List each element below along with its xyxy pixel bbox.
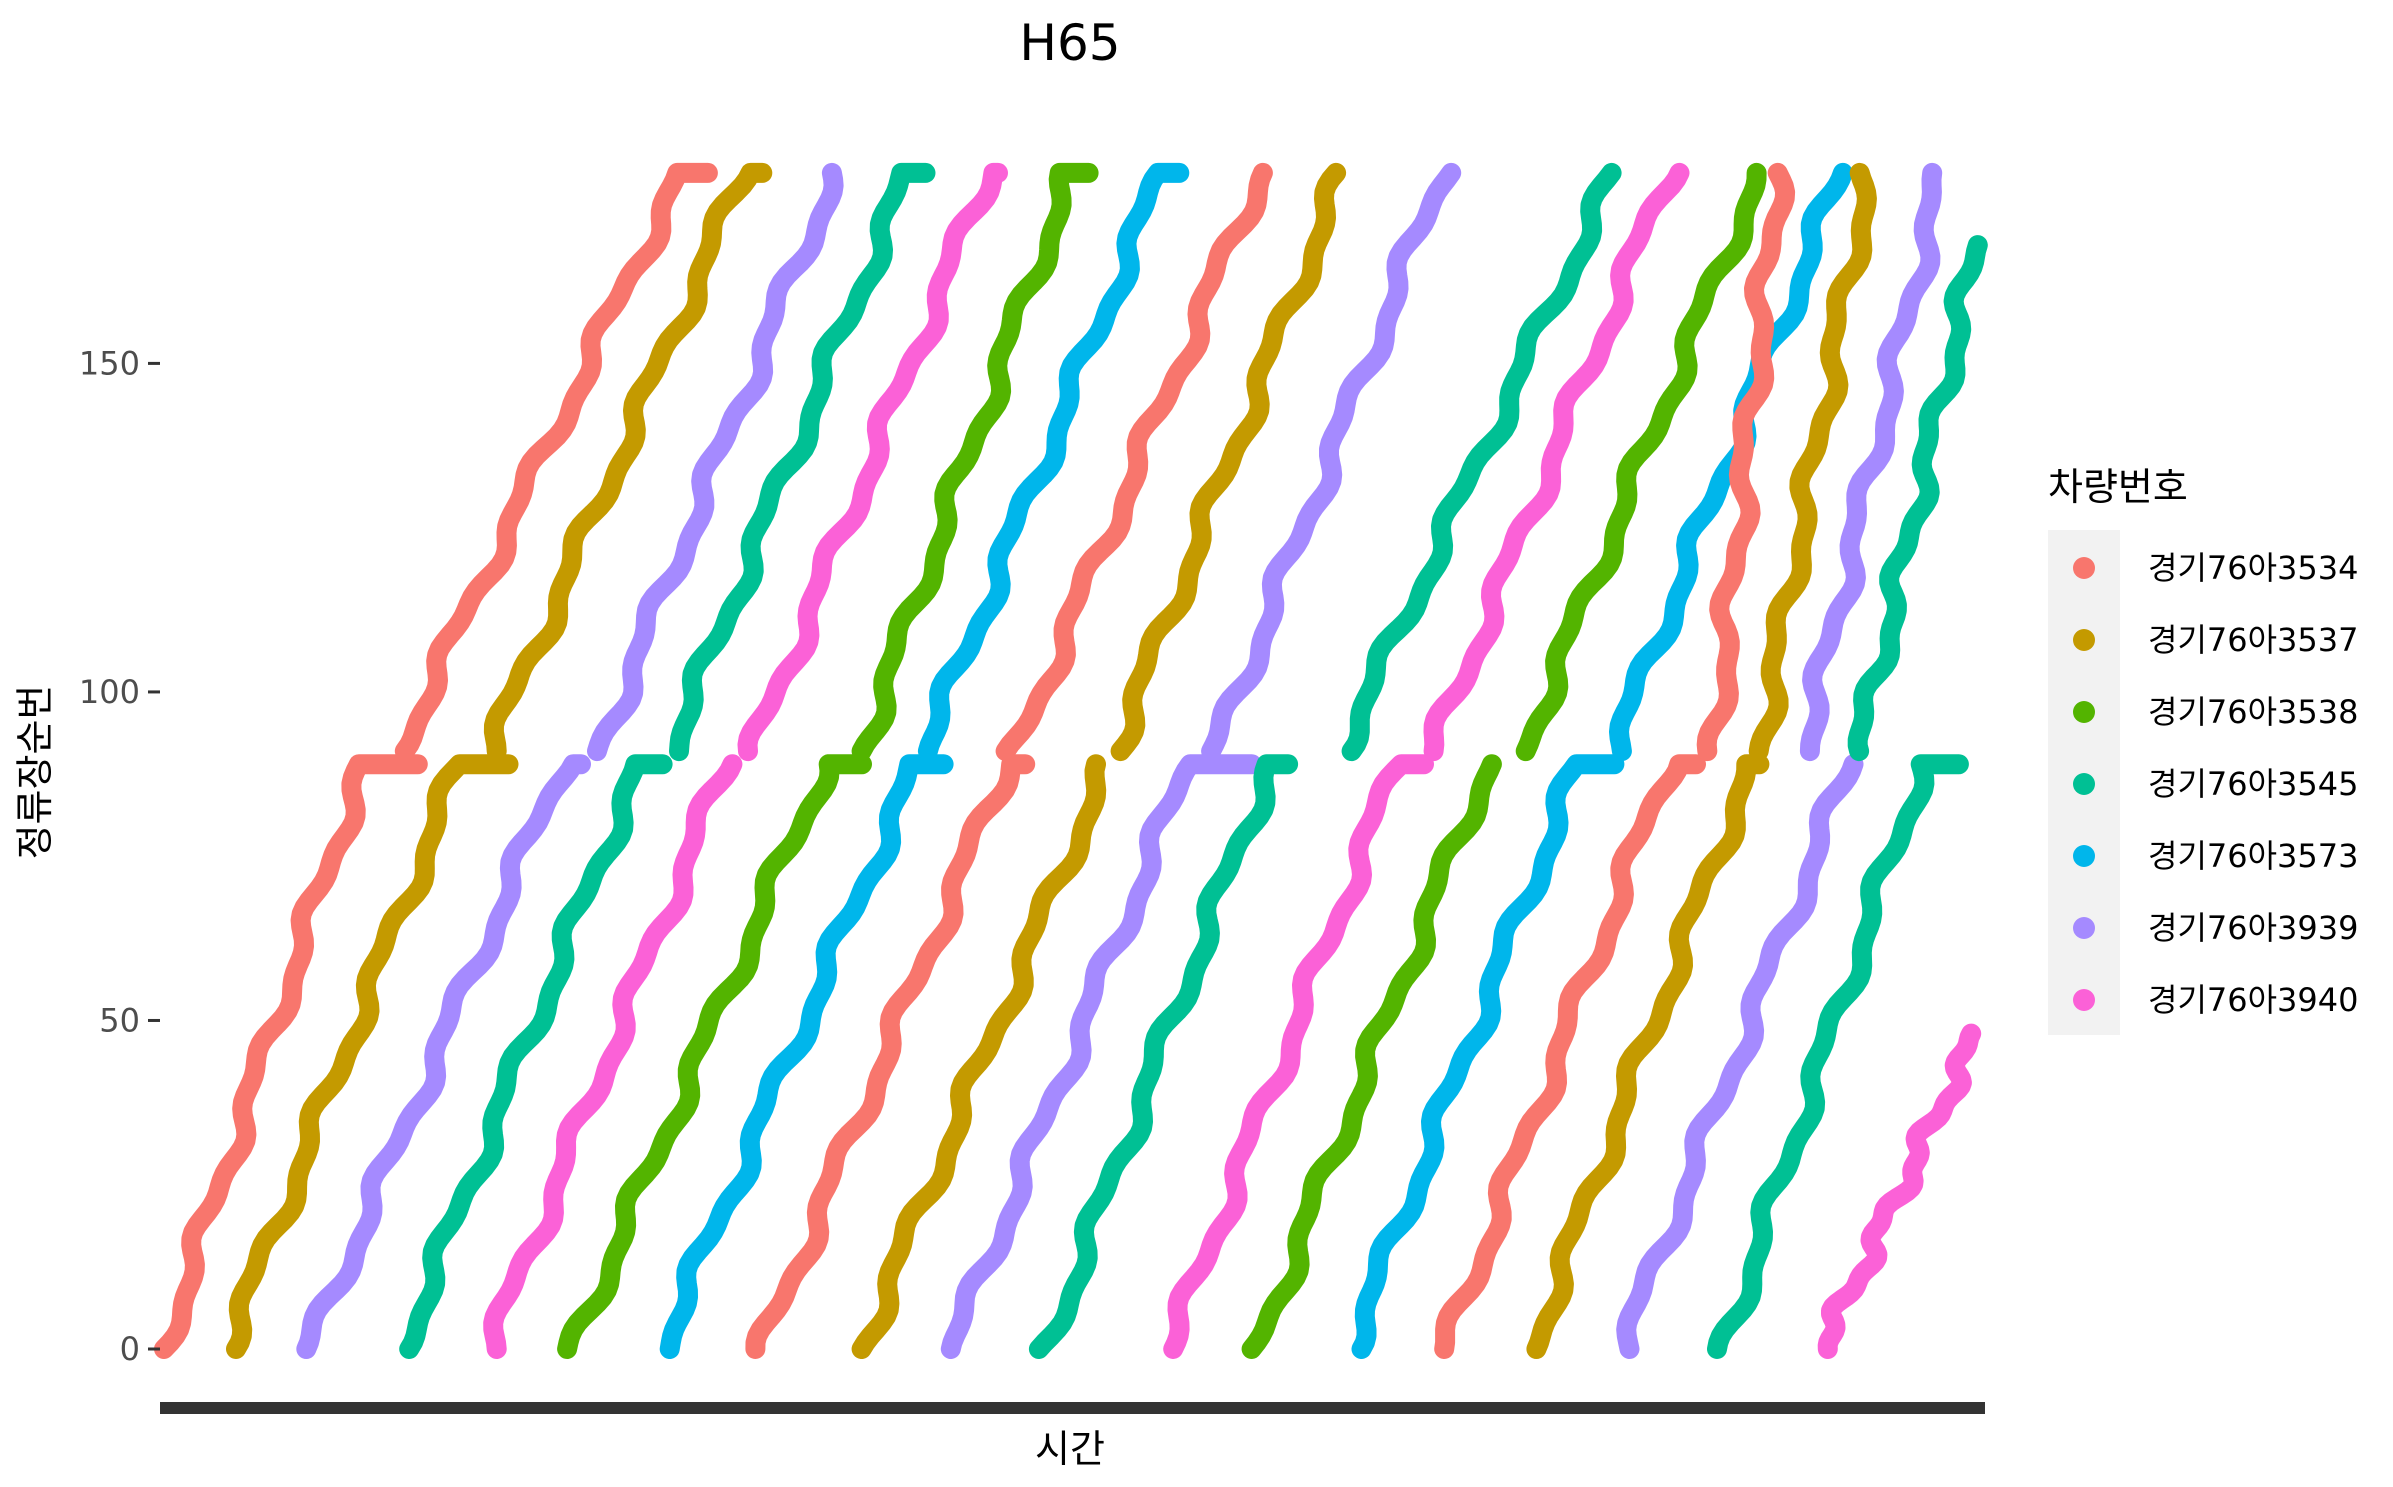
- legend: 차량번호 경기76아3534 경기76아3537 경기76아3538 경기76아354…: [2048, 465, 2358, 1035]
- y-tick-label: 100: [79, 673, 140, 711]
- legend-label: 경기76아3545: [2148, 765, 2358, 803]
- series-trip-line: [154, 754, 428, 1359]
- series-trip-line: [851, 754, 1107, 1359]
- series-trip-line: [394, 162, 718, 762]
- series-trip-line: [917, 162, 1190, 762]
- series-trip-line: [1817, 1023, 1982, 1359]
- series-trip-line: [1241, 754, 1502, 1359]
- legend-label: 경기76아3939: [2148, 909, 2358, 947]
- legend-label: 경기76아3940: [2148, 981, 2358, 1019]
- series-trip-line: [851, 162, 1099, 762]
- series-trip-line: [1110, 162, 1347, 762]
- legend-key: [2073, 701, 2095, 723]
- legend-key: [2073, 557, 2095, 579]
- series-trip-line: [1341, 162, 1622, 762]
- series-trip-line: [1434, 754, 1706, 1359]
- series-trip-line: [1515, 162, 1767, 762]
- series-trip-line: [669, 162, 936, 762]
- y-axis-title: 정류장순번: [13, 685, 57, 860]
- legend-label: 경기76아3573: [2148, 837, 2358, 875]
- legend-label: 경기76아3537: [2148, 621, 2358, 659]
- series-trip-line: [587, 162, 844, 762]
- series-trip-line: [557, 754, 872, 1359]
- series-trip-line: [1847, 235, 1988, 762]
- series-trip-line: [1201, 162, 1462, 762]
- legend-label: 경기76아3538: [2148, 693, 2358, 731]
- series-trip-line: [1351, 754, 1625, 1359]
- plot-area: [154, 162, 1988, 1359]
- series-trip-line: [737, 162, 1008, 762]
- legend-title: 차량번호: [2048, 465, 2188, 509]
- series-trip-line: [1616, 754, 1864, 1359]
- series-trip-line: [745, 754, 1036, 1359]
- legend-key: [2073, 989, 2095, 1011]
- chart-title: H65: [1019, 14, 1120, 72]
- series-trip-line: [1748, 162, 1877, 762]
- series-trip-line: [1707, 754, 1969, 1359]
- series-trip-line: [940, 754, 1262, 1359]
- series-trip-line: [1028, 754, 1299, 1359]
- y-tick-label: 0: [120, 1330, 140, 1368]
- y-tick-label: 50: [99, 1001, 140, 1039]
- series-trip-line: [1163, 754, 1434, 1359]
- legend-key: [2073, 845, 2095, 867]
- series-trip-line: [296, 754, 591, 1359]
- legend-key: [2073, 773, 2095, 795]
- series-trip-line: [1423, 162, 1690, 762]
- x-axis-title: 시간: [1035, 1427, 1105, 1471]
- series-trip-line: [226, 754, 519, 1359]
- series-trip-line: [1696, 162, 1796, 762]
- legend-key: [2073, 629, 2095, 651]
- legend-key: [2073, 917, 2095, 939]
- y-axis: 0 50 100 150: [79, 344, 160, 1368]
- y-tick-label: 150: [79, 344, 140, 382]
- series-trip-line: [995, 162, 1273, 762]
- series-trip-line: [483, 162, 773, 762]
- series-trip-line: [659, 754, 954, 1359]
- series-trip-line: [483, 754, 743, 1359]
- series-trip-line: [1526, 754, 1770, 1359]
- series-trip-line: [1799, 162, 1943, 762]
- legend-label: 경기76아3534: [2148, 549, 2358, 587]
- legend-items: 경기76아3534 경기76아3537 경기76아3538 경기76아3545 경기76…: [2073, 549, 2358, 1019]
- series-trip-line: [399, 754, 673, 1359]
